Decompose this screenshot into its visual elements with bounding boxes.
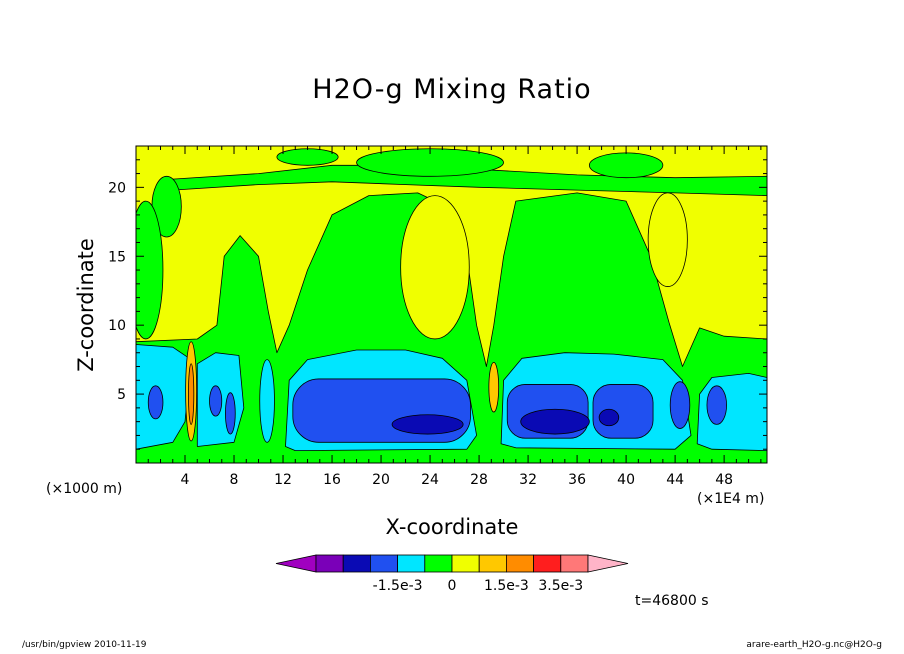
left-green-plume [136, 200, 164, 340]
x-tick-label: 32 [519, 472, 537, 488]
colorbar-label: 0 [448, 578, 457, 594]
colorbar-cell [478, 554, 507, 573]
y-tick-label: 10 [108, 318, 126, 334]
x-tick-label: 24 [421, 472, 439, 488]
chart-title: H2O-g Mixing Ratio [312, 74, 592, 105]
y-tick-label: 5 [117, 387, 126, 403]
colorbar-cell [369, 554, 398, 573]
colorbar-cell [342, 554, 371, 573]
plot-frame [135, 145, 768, 464]
contour-layer [136, 146, 767, 463]
colorbar-cell [315, 554, 344, 573]
footer-right: arare-earth_H2O-g.nc@H2O-g [746, 640, 882, 650]
x-tick-label: 36 [568, 472, 586, 488]
x-axis-unit-left: (×1000 m) [46, 481, 123, 497]
x-axis-label: X-coordinate [385, 515, 519, 539]
blue-core [209, 385, 223, 417]
blue-core [669, 381, 691, 429]
colorbar-cell [560, 554, 589, 573]
x-tick-label: 44 [666, 472, 684, 488]
contour-plot [135, 145, 768, 464]
x-tick-label: 8 [230, 472, 239, 488]
x-tick-label: 40 [617, 472, 635, 488]
blue-core [225, 392, 236, 435]
x-tick-label: 12 [274, 472, 292, 488]
upper-green-lobe [588, 152, 664, 179]
y-tick-label: 20 [108, 180, 126, 196]
colorbar-cell [424, 554, 453, 573]
colorbar-cell [275, 554, 317, 573]
dark-blue-core [520, 408, 590, 435]
dark-blue-core [598, 408, 620, 427]
orange-plume [188, 363, 195, 425]
colorbar-label: -1.5e-3 [373, 578, 423, 594]
blue-core [147, 385, 164, 420]
colorbar-cell [533, 554, 562, 573]
x-tick-label: 4 [181, 472, 190, 488]
upper-green-lobe [276, 148, 339, 166]
blue-core [706, 385, 727, 425]
time-label: t=46800 s [635, 593, 709, 609]
colorbar-cell [587, 554, 629, 573]
yellow-dome [400, 195, 470, 340]
orange-plume [488, 361, 500, 413]
dark-blue-core [391, 414, 464, 435]
footer-left: /usr/bin/gpview 2010-11-19 [22, 640, 147, 650]
x-axis-unit-right: (×1E4 m) [697, 491, 765, 507]
x-tick-label: 28 [470, 472, 488, 488]
colorbar-label: 3.5e-3 [538, 578, 583, 594]
colorbar-cell [451, 554, 480, 573]
colorbar-label: 1.5e-3 [484, 578, 529, 594]
colorbar: -1.5e-3 0 1.5e-3 3.5e-3 [275, 554, 629, 594]
x-tick-label: 20 [372, 472, 390, 488]
yellow-dome [647, 192, 688, 287]
x-tick-label: 16 [323, 472, 341, 488]
x-tick-label: 48 [715, 472, 733, 488]
cyan-region [259, 359, 275, 443]
y-tick-label: 15 [108, 249, 126, 265]
colorbar-cell [397, 554, 426, 573]
colorbar-cell [505, 554, 534, 573]
